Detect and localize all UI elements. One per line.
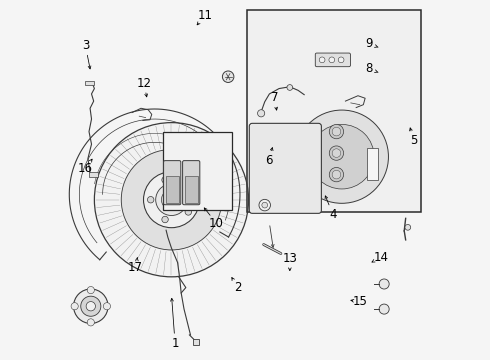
Circle shape (379, 304, 389, 314)
Text: 14: 14 (374, 251, 389, 264)
Circle shape (162, 216, 168, 223)
Text: 2: 2 (234, 281, 242, 294)
Circle shape (71, 303, 78, 310)
Circle shape (81, 296, 101, 316)
Circle shape (329, 125, 343, 139)
Bar (89, 172, 98, 177)
Bar (367, 148, 378, 180)
Text: 11: 11 (197, 9, 212, 22)
Bar (85, 81, 94, 85)
Circle shape (87, 287, 95, 294)
Circle shape (259, 199, 270, 211)
Circle shape (162, 177, 168, 183)
Circle shape (295, 110, 389, 203)
Text: 16: 16 (78, 162, 93, 175)
FancyBboxPatch shape (315, 53, 350, 67)
Circle shape (329, 167, 343, 182)
Text: 17: 17 (128, 261, 143, 274)
Circle shape (87, 319, 95, 326)
Circle shape (332, 149, 341, 157)
Text: 3: 3 (82, 39, 89, 52)
Circle shape (86, 302, 96, 311)
FancyBboxPatch shape (183, 161, 200, 205)
Text: 1: 1 (172, 337, 179, 350)
Circle shape (329, 57, 335, 63)
Text: 9: 9 (365, 37, 372, 50)
Text: 5: 5 (410, 134, 417, 147)
Circle shape (262, 202, 268, 208)
Bar (247, 10, 421, 212)
Circle shape (405, 225, 411, 230)
Polygon shape (122, 149, 221, 250)
Circle shape (147, 197, 154, 203)
Text: 12: 12 (136, 77, 151, 90)
Circle shape (103, 303, 111, 310)
Circle shape (287, 85, 293, 90)
Circle shape (74, 289, 108, 323)
FancyBboxPatch shape (249, 123, 321, 213)
Text: 6: 6 (265, 154, 273, 167)
Circle shape (185, 209, 192, 215)
Text: 13: 13 (282, 252, 297, 265)
FancyBboxPatch shape (164, 161, 181, 205)
Circle shape (329, 146, 343, 160)
Text: 15: 15 (352, 296, 367, 309)
Polygon shape (144, 172, 199, 228)
Text: 7: 7 (270, 91, 278, 104)
Circle shape (185, 184, 192, 191)
Bar (185, 176, 197, 203)
Circle shape (161, 190, 181, 210)
Polygon shape (156, 184, 187, 216)
Bar (166, 176, 179, 203)
Circle shape (222, 71, 234, 82)
Circle shape (379, 279, 389, 289)
Text: 8: 8 (365, 62, 372, 75)
Circle shape (332, 170, 341, 179)
Text: 10: 10 (209, 216, 224, 230)
Polygon shape (95, 123, 248, 277)
Circle shape (258, 110, 265, 117)
Text: 4: 4 (329, 208, 337, 221)
Circle shape (319, 57, 325, 63)
Bar (193, 338, 199, 345)
Circle shape (338, 57, 344, 63)
Circle shape (310, 125, 374, 189)
Bar (163, 132, 232, 211)
Circle shape (332, 127, 341, 136)
